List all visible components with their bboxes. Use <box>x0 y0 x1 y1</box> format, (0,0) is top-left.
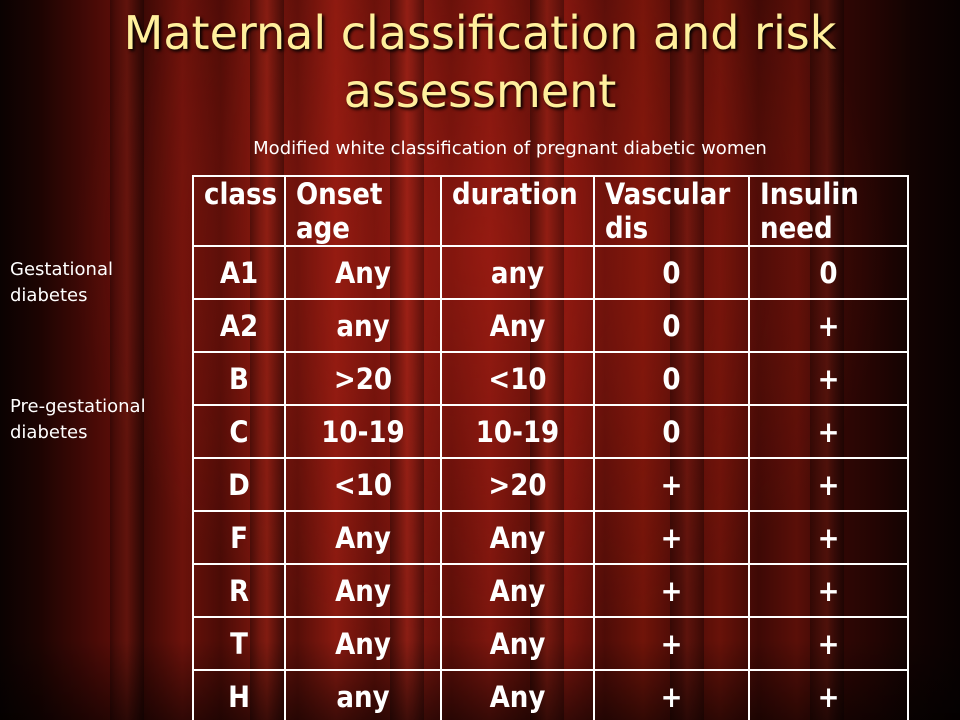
cell-onset-age: Any <box>284 245 442 300</box>
cell-onset-age: >20 <box>284 351 442 406</box>
cell-vascular-dis: + <box>593 457 750 512</box>
cell-duration: 10-19 <box>440 404 595 459</box>
cell-vascular-dis: + <box>593 563 750 618</box>
cell-vascular-dis: 0 <box>593 404 750 459</box>
cell-class: D <box>192 457 286 512</box>
cell-insulin-need: + <box>748 298 909 353</box>
cell-class: B <box>192 351 286 406</box>
cell-duration: any <box>440 245 595 300</box>
table-row: C 10-19 10-19 0 + <box>192 404 909 459</box>
pregestational-label: Pre-gestational diabetes <box>10 394 180 446</box>
cell-insulin-need: + <box>748 669 909 720</box>
cell-onset-age: 10-19 <box>284 404 442 459</box>
cell-class: A2 <box>192 298 286 353</box>
slide-title-line2: assessment <box>343 64 617 118</box>
cell-class: T <box>192 616 286 671</box>
table-row: D <10 >20 + + <box>192 457 909 512</box>
gestational-label: Gestational diabetes <box>10 257 180 309</box>
cell-vascular-dis: 0 <box>593 351 750 406</box>
cell-class: F <box>192 510 286 565</box>
cell-duration: Any <box>440 563 595 618</box>
cell-onset-age: any <box>284 669 442 720</box>
cell-vascular-dis: 0 <box>593 245 750 300</box>
cell-class: C <box>192 404 286 459</box>
cell-onset-age: Any <box>284 563 442 618</box>
gestational-label-line2: diabetes <box>10 285 88 306</box>
table-row: H any Any + + <box>192 669 909 720</box>
table-row: B >20 <10 0 + <box>192 351 909 406</box>
table-row: A2 any Any 0 + <box>192 298 909 353</box>
header-insulin-need: Insulin need <box>748 175 909 247</box>
slide-subtitle: Modified white classification of pregnan… <box>253 138 767 159</box>
cell-insulin-need: + <box>748 616 909 671</box>
cell-vascular-dis: + <box>593 616 750 671</box>
gestational-label-line1: Gestational <box>10 259 113 280</box>
header-class: class <box>192 175 286 247</box>
header-vascular-dis: Vascular dis <box>593 175 750 247</box>
cell-duration: Any <box>440 616 595 671</box>
pregestational-label-line1: Pre-gestational <box>10 396 146 417</box>
cell-duration: Any <box>440 298 595 353</box>
cell-insulin-need: + <box>748 510 909 565</box>
cell-onset-age: any <box>284 298 442 353</box>
header-onset-age: Onset age <box>284 175 442 247</box>
table-row: R Any Any + + <box>192 563 909 618</box>
table-row: T Any Any + + <box>192 616 909 671</box>
cell-duration: Any <box>440 669 595 720</box>
cell-duration: Any <box>440 510 595 565</box>
cell-insulin-need: 0 <box>748 245 909 300</box>
cell-class: H <box>192 669 286 720</box>
cell-class: R <box>192 563 286 618</box>
cell-vascular-dis: + <box>593 669 750 720</box>
table-header-row: class Onset age duration Vascular dis In… <box>192 175 909 247</box>
table-row: F Any Any + + <box>192 510 909 565</box>
cell-duration: <10 <box>440 351 595 406</box>
slide-title: Maternal classification and risk assessm… <box>80 4 880 120</box>
cell-onset-age: <10 <box>284 457 442 512</box>
pregestational-label-line2: diabetes <box>10 422 88 443</box>
header-duration: duration <box>440 175 595 247</box>
cell-duration: >20 <box>440 457 595 512</box>
cell-insulin-need: + <box>748 457 909 512</box>
cell-vascular-dis: 0 <box>593 298 750 353</box>
cell-onset-age: Any <box>284 510 442 565</box>
slide-title-line1: Maternal classification and risk <box>123 6 837 60</box>
table-row: A1 Any any 0 0 <box>192 245 909 300</box>
cell-onset-age: Any <box>284 616 442 671</box>
cell-insulin-need: + <box>748 563 909 618</box>
cell-class: A1 <box>192 245 286 300</box>
cell-vascular-dis: + <box>593 510 750 565</box>
white-classification-table: class Onset age duration Vascular dis In… <box>192 175 909 720</box>
cell-insulin-need: + <box>748 351 909 406</box>
cell-insulin-need: + <box>748 404 909 459</box>
